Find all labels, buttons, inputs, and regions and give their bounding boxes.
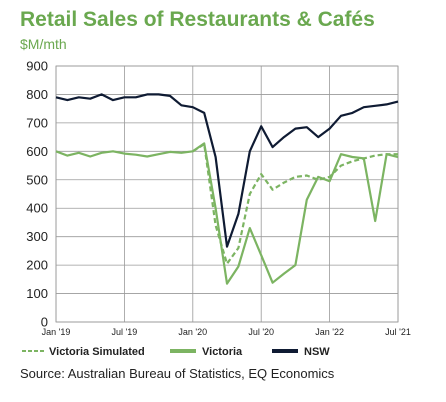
y-tick-label: 600 — [26, 144, 48, 159]
y-tick-label: 200 — [26, 258, 48, 273]
y-tick-label: 100 — [26, 286, 48, 301]
series-line-victoria — [55, 142, 399, 285]
series-line-nsw — [55, 93, 399, 248]
gridlines — [55, 65, 399, 323]
legend-label: Victoria — [202, 346, 243, 358]
x-tick-label: Jan '19 — [42, 327, 71, 337]
x-tick-label: Jul '21 — [385, 327, 411, 337]
y-tick-label: 900 — [26, 59, 48, 74]
x-tick-label: Jan '20 — [178, 327, 207, 337]
series-line-victoria-simulated — [192, 143, 398, 265]
chart-title: Retail Sales of Restaurants & Cafés — [20, 8, 375, 31]
series-lines — [55, 93, 399, 285]
y-tick-label: 400 — [26, 201, 48, 216]
chart-subtitle: $M/mth — [20, 36, 67, 52]
x-tick-label: Jul '20 — [248, 327, 274, 337]
legend: Victoria Simulated Victoria NSW — [22, 346, 330, 358]
x-axis-ticks: Jan '19 Jul '19 Jan '20 Jul '20 Jan '22 Jul '… — [42, 327, 411, 337]
legend-label: NSW — [304, 346, 330, 358]
y-tick-label: 500 — [26, 172, 48, 187]
y-tick-label: 300 — [26, 229, 48, 244]
y-tick-label: 0 — [41, 315, 48, 330]
y-tick-label: 700 — [26, 115, 48, 130]
y-axis-ticks: 0 100 200 300 400 500 600 700 800 900 — [26, 59, 48, 330]
x-tick-label: Jul '19 — [112, 327, 138, 337]
y-tick-label: 800 — [26, 87, 48, 102]
source-note: Source: Australian Bureau of Statistics,… — [20, 366, 335, 381]
legend-label: Victoria Simulated — [49, 346, 145, 358]
x-tick-label: Jan '22 — [315, 327, 344, 337]
